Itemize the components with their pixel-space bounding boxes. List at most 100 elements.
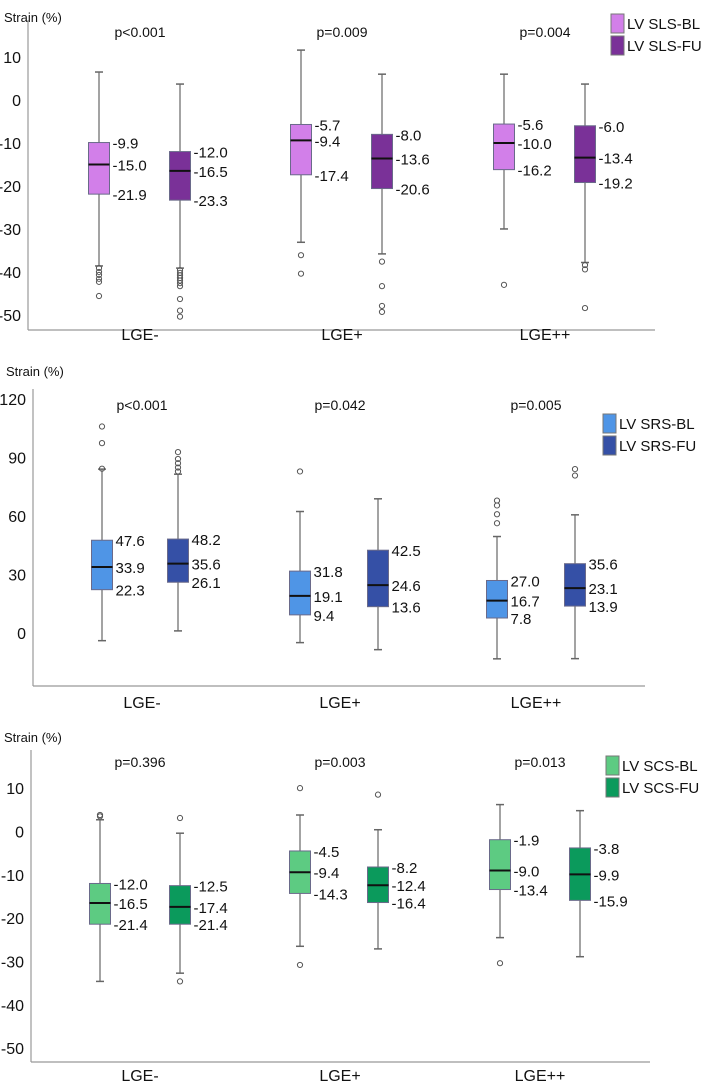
x-tick-label: LGE+: [321, 327, 362, 344]
outlier-point: [176, 978, 184, 985]
x-tick-label: LGE-: [121, 1068, 158, 1082]
box-lv-sls-bl-2: -5.6 -10.0 -16.2: [493, 73, 552, 288]
value-label-q3: -12.0: [114, 876, 148, 893]
outlier-point: [571, 472, 579, 479]
outlier-point: [296, 785, 304, 792]
outlier-point: [95, 268, 103, 276]
value-label-q1: -16.4: [392, 896, 426, 913]
value-label-q1: -21.9: [113, 187, 147, 204]
value-label-median: -9.0: [514, 863, 540, 880]
outlier-point: [98, 465, 106, 472]
value-label-q3: -4.5: [314, 844, 340, 861]
box-iqr: [169, 885, 191, 925]
outlier-point: [571, 466, 579, 473]
p-value-annotation: p=0.005: [511, 397, 562, 413]
chart-panel-2: Strain (%) 120 90 60 30 0 LGE-p<0.001 LGE+ p=0.0…: [0, 364, 696, 712]
y-tick-label: 90: [8, 450, 26, 467]
value-label-median: -16.5: [114, 896, 148, 913]
outlier-point: [174, 460, 182, 467]
value-label-q3: -3.8: [594, 841, 620, 858]
value-label-q3: -12.0: [194, 145, 228, 162]
y-tick-label: 10: [6, 781, 24, 798]
y-tick-label: -40: [0, 265, 21, 282]
x-tick-label: LGE-: [123, 695, 160, 712]
p-value-annotation: p<0.001: [115, 24, 166, 40]
box-iqr: [289, 570, 311, 616]
box-lv-sls-bl-0: -9.9 -15.0 -21.9: [88, 71, 147, 300]
value-label-q3: 48.2: [192, 532, 221, 549]
box-lv-srs-fu-1: 42.5 24.6 13.6: [367, 498, 421, 651]
p-value-annotation: p=0.003: [315, 754, 366, 770]
y-axis-label: Strain (%): [6, 364, 64, 379]
x-tick-label: LGE++: [511, 695, 562, 712]
outlier-point: [500, 281, 508, 288]
outlier-point: [581, 304, 589, 312]
outlier-point: [496, 960, 504, 967]
box-lv-srs-fu-0: 48.2 35.626.1: [167, 449, 221, 632]
outlier-point: [95, 292, 103, 300]
y-tick-label: -30: [0, 222, 21, 239]
value-label-q3: 47.6: [116, 533, 145, 550]
y-tick-label: 60: [8, 509, 26, 526]
legend-label: LV SCS-BL: [622, 758, 698, 775]
p-value-annotation: p=0.013: [515, 754, 566, 770]
value-label-median: -9.4: [315, 133, 341, 150]
box-iqr: [91, 539, 113, 591]
box-iqr: [493, 123, 515, 171]
outlier-point: [176, 295, 184, 303]
outlier-point: [581, 261, 589, 269]
value-label-q3: 42.5: [392, 543, 421, 560]
value-label-median: -16.5: [194, 164, 228, 181]
value-label-q1: 22.3: [116, 583, 145, 600]
value-label-q3: 35.6: [589, 557, 618, 574]
legend-label: LV SLS-BL: [627, 16, 700, 33]
box-lv-scs-fu-0: -12.5 -17.4-21.4: [169, 814, 228, 985]
value-label-q1: -21.4: [194, 917, 228, 934]
value-label-median: -12.4: [392, 878, 426, 895]
box-iqr: [88, 142, 110, 195]
y-tick-label: -30: [1, 954, 24, 971]
y-tick-label: -50: [0, 308, 21, 325]
box-lv-scs-bl-2: -1.9 -9.0 -13.4: [489, 803, 548, 967]
value-label-q3: -9.9: [113, 136, 139, 153]
value-label-median: -10.0: [518, 136, 552, 153]
chart-panel-1: Strain (%) 10 0 -10 -20 -30 -40 -50 LGE-p<0.001 L…: [0, 10, 702, 344]
box-lv-srs-bl-1: 31.8 19.1 9.4: [289, 468, 343, 644]
outlier-point: [296, 468, 304, 475]
value-label-q3: 31.8: [314, 564, 343, 581]
outlier-point: [297, 270, 305, 277]
value-label-q3: -5.6: [518, 117, 544, 134]
value-label-median: 23.1: [589, 581, 618, 598]
outlier-point: [96, 811, 104, 819]
box-lv-srs-fu-2: 35.6 23.113.9: [564, 466, 618, 660]
box-iqr: [574, 125, 596, 184]
value-label-q1: 13.9: [589, 599, 618, 616]
outlier-point: [95, 271, 103, 279]
x-tick-label: LGE+: [319, 695, 360, 712]
legend-swatch: [610, 35, 625, 56]
box-lv-sls-fu-2: -6.0 -13.4 -19.2: [574, 83, 633, 312]
y-tick-label: 30: [8, 568, 26, 585]
box-iqr: [167, 538, 189, 583]
value-label-q1: -17.4: [315, 168, 349, 185]
p-value-annotation: p=0.042: [315, 397, 366, 413]
y-tick-label: -40: [1, 998, 24, 1015]
box-lv-scs-fu-1: -8.2-12.4-16.4: [367, 791, 426, 950]
value-label-q1: 13.6: [392, 600, 421, 617]
outlier-point: [98, 440, 106, 447]
y-tick-label: -10: [0, 136, 21, 153]
outlier-point: [176, 280, 184, 287]
legend-swatch: [605, 755, 620, 776]
p-value-annotation: p=0.396: [115, 754, 166, 770]
y-tick-label: -10: [1, 868, 24, 885]
x-tick-label: LGE++: [520, 327, 571, 344]
value-label-median: -13.4: [599, 151, 633, 168]
legend-swatch: [602, 413, 617, 434]
outlier-point: [95, 264, 103, 272]
box-iqr: [489, 839, 511, 891]
box-iqr: [290, 123, 312, 176]
outlier-point: [98, 423, 106, 430]
outlier-point: [378, 283, 386, 290]
value-label-median: 19.1: [314, 589, 343, 606]
